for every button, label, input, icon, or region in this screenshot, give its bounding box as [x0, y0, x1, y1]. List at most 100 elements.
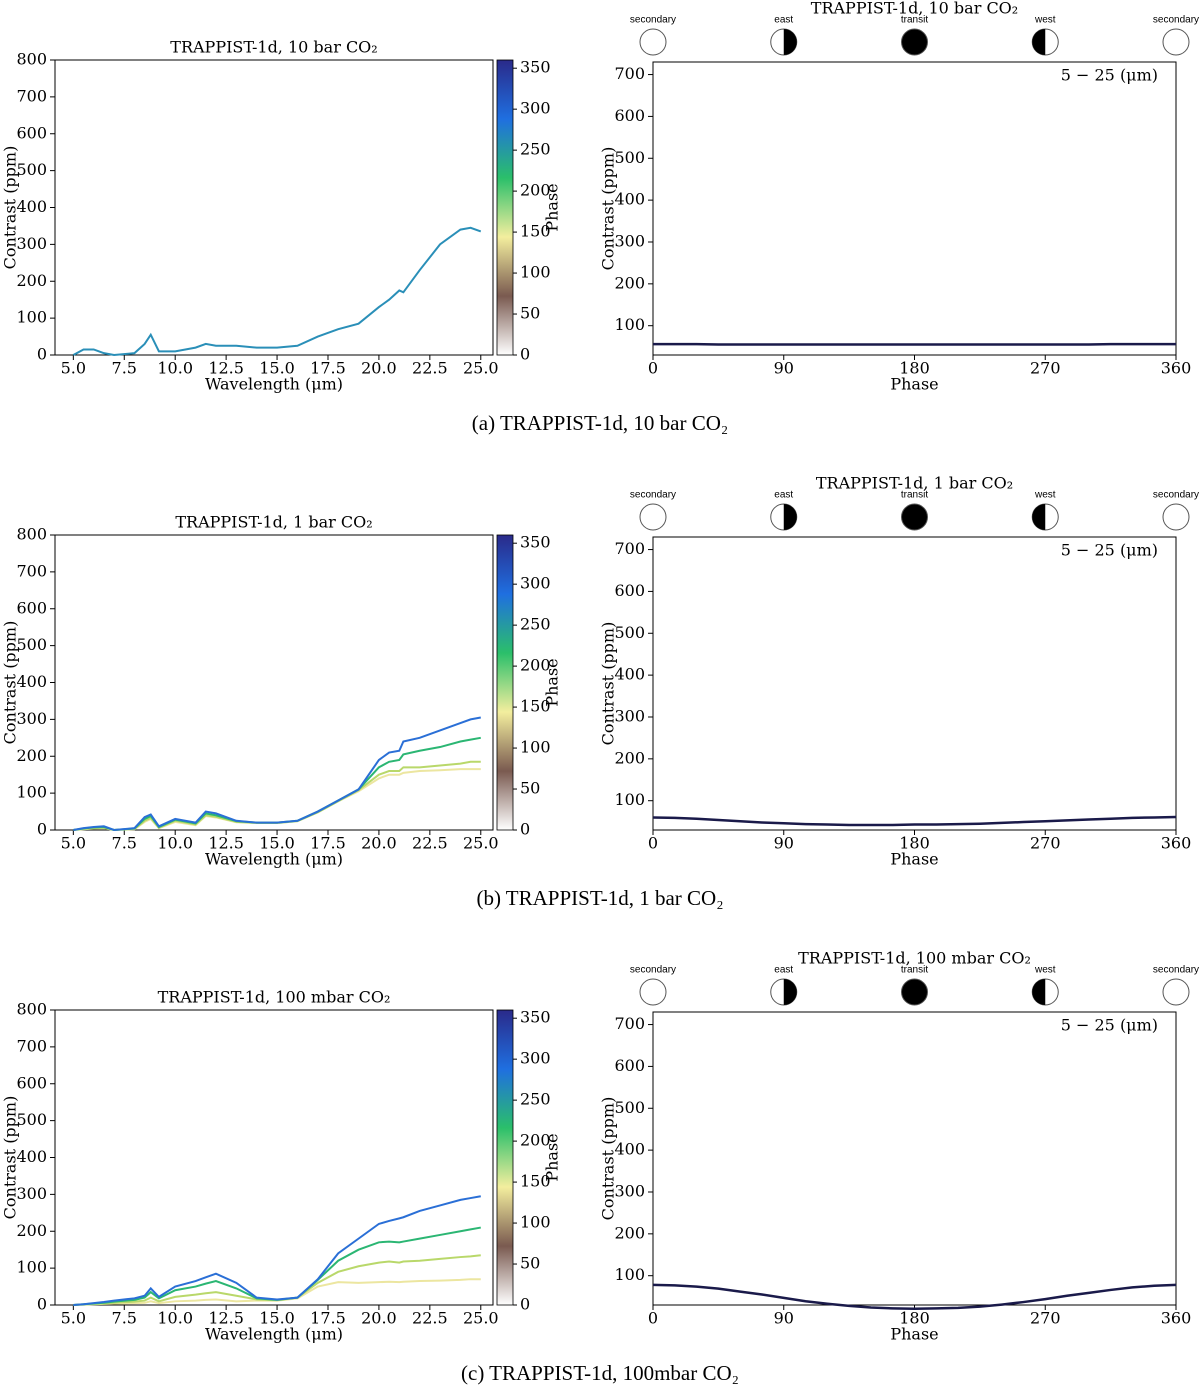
colorbar-tick-label: 100 — [520, 1213, 551, 1232]
colorbar-tick-label: 350 — [520, 533, 551, 552]
y-tick-label: 300 — [16, 234, 47, 253]
phase-icon-label: west — [1034, 965, 1056, 976]
x-tick-label: 360 — [1161, 1309, 1192, 1328]
y-tick-label: 100 — [614, 790, 645, 809]
colorbar — [496, 59, 514, 356]
colorbar-tick-label: 300 — [520, 1049, 551, 1068]
x-tick-label: 270 — [1030, 834, 1061, 853]
x-axis-label: Wavelength (μm) — [205, 850, 343, 869]
colorbar-tick-label: 0 — [520, 345, 530, 364]
data-line — [73, 736, 481, 832]
x-tick-label: 90 — [774, 359, 794, 378]
colorbar-tick-label: 50 — [520, 779, 540, 798]
phase-icon-label: east — [774, 490, 793, 501]
y-tick-label: 700 — [614, 1014, 645, 1033]
colorbar-tick-label: 150 — [520, 222, 551, 241]
x-tick-label: 25.0 — [463, 359, 499, 378]
y-tick-label: 400 — [614, 190, 645, 209]
x-axis-label: Phase — [890, 1325, 938, 1344]
y-tick-label: 400 — [16, 1147, 47, 1166]
colorbar-tick-label: 250 — [520, 1090, 551, 1109]
colorbar — [496, 534, 514, 831]
x-tick-label: 17.5 — [310, 359, 346, 378]
x-tick-label: 15.0 — [259, 834, 295, 853]
x-tick-label: 22.5 — [412, 359, 448, 378]
colorbar-tick-label: 350 — [520, 58, 551, 77]
x-tick-label: 0 — [648, 359, 658, 378]
data-line — [73, 716, 481, 832]
y-tick-label: 600 — [614, 1056, 645, 1075]
phase-icon — [639, 28, 667, 56]
x-tick-label: 12.5 — [208, 359, 244, 378]
y-tick-label: 800 — [16, 50, 47, 69]
colorbar-tick-label: 50 — [520, 1254, 540, 1273]
y-axis-label: Contrast (ppm) — [1, 146, 20, 270]
x-tick-label: 180 — [899, 1309, 930, 1328]
data-line — [72, 226, 482, 357]
x-tick-label: 360 — [1161, 834, 1192, 853]
data-line — [73, 760, 481, 832]
phase-icon-label: east — [774, 965, 793, 976]
y-tick-label: 200 — [614, 748, 645, 767]
y-tick-label: 500 — [614, 623, 645, 642]
y-tick-label: 800 — [16, 1000, 47, 1019]
chart-title: TRAPPIST-1d, 10 bar CO₂ — [170, 38, 377, 57]
colorbar-tick-label: 300 — [520, 99, 551, 118]
y-tick-label: 0 — [37, 345, 47, 364]
phase-icon — [1162, 978, 1190, 1006]
x-tick-label: 20.0 — [361, 359, 397, 378]
y-tick-label: 200 — [16, 746, 47, 765]
y-tick-label: 300 — [614, 231, 645, 250]
x-tick-label: 7.5 — [112, 1309, 137, 1328]
phase-icon-shade — [783, 504, 797, 530]
data-line — [652, 815, 1177, 827]
colorbar-tick-label: 200 — [520, 656, 551, 675]
phase-icon — [901, 28, 928, 56]
y-tick-label: 700 — [16, 86, 47, 105]
colorbar — [496, 1009, 514, 1306]
y-tick-label: 0 — [37, 1295, 47, 1314]
x-tick-label: 0 — [648, 834, 658, 853]
panel: TRAPPIST-1d, 100 mbar CO₂ Phase Contrast (… — [599, 949, 1200, 1344]
x-tick-label: 15.0 — [259, 1309, 295, 1328]
colorbar-tick-label: 200 — [520, 1131, 551, 1150]
x-tick-label: 5.0 — [61, 359, 86, 378]
y-tick-label: 100 — [16, 308, 47, 327]
data-line — [73, 1195, 481, 1306]
x-axis-label: Wavelength (μm) — [205, 1325, 343, 1344]
y-tick-label: 300 — [16, 709, 47, 728]
phase-icon — [1162, 503, 1190, 531]
colorbar-tick-label: 100 — [520, 738, 551, 757]
x-tick-label: 0 — [648, 1309, 658, 1328]
colorbar-tick-label: 0 — [520, 1295, 530, 1314]
y-tick-label: 100 — [16, 1258, 47, 1277]
phase-icon-shade — [783, 979, 797, 1005]
y-axis-label: Contrast (ppm) — [1, 621, 20, 745]
x-axis-label: Wavelength (μm) — [205, 375, 343, 394]
annotation: 5 − 25 (μm) — [1061, 541, 1158, 560]
y-tick-label: 200 — [614, 1223, 645, 1242]
colorbar-tick-label: 200 — [520, 181, 551, 200]
x-tick-label: 90 — [774, 834, 794, 853]
phase-icon-label: secondary — [1153, 490, 1199, 501]
phase-icon-label: west — [1034, 490, 1056, 501]
y-tick-label: 200 — [16, 271, 47, 290]
y-axis-label: Contrast (ppm) — [599, 1097, 618, 1221]
x-axis-label: Phase — [890, 850, 938, 869]
colorbar-label: Phase — [543, 658, 562, 706]
phase-icon — [639, 978, 667, 1006]
y-tick-label: 300 — [614, 706, 645, 725]
data-line — [73, 1254, 481, 1306]
x-tick-label: 7.5 — [112, 834, 137, 853]
x-tick-label: 17.5 — [310, 834, 346, 853]
x-tick-label: 5.0 — [61, 834, 86, 853]
plot-frame — [54, 534, 494, 831]
annotation: 5 − 25 (μm) — [1061, 1016, 1158, 1035]
y-tick-label: 600 — [16, 1073, 47, 1092]
plot-frame — [54, 59, 494, 356]
phase-icon — [639, 503, 667, 531]
chart-title: TRAPPIST-1d, 10 bar CO₂ — [811, 0, 1018, 18]
panel: TRAPPIST-1d, 10 bar CO₂ Phase Contrast (pp… — [599, 0, 1200, 394]
y-tick-label: 700 — [614, 539, 645, 558]
